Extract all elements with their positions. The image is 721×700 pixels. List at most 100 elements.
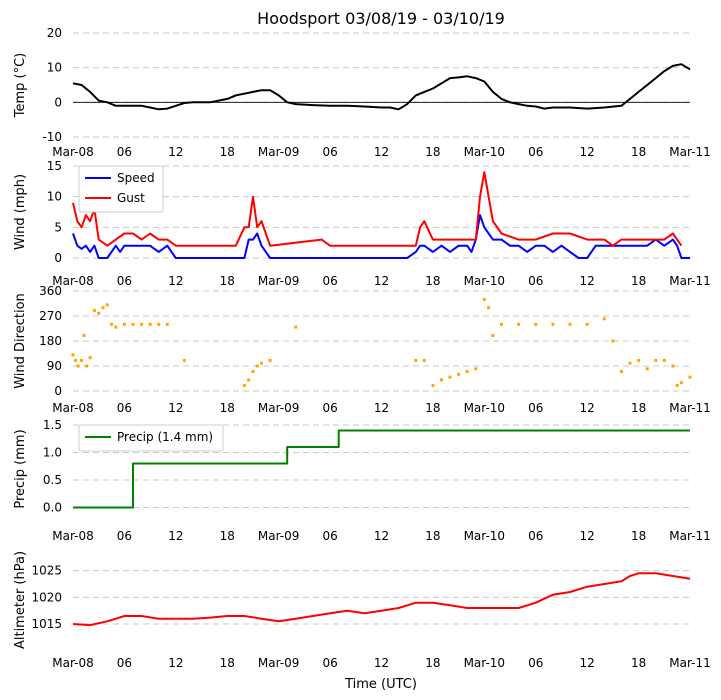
x-tick-label: Mar-10 [464, 656, 505, 670]
data-point-direction [662, 358, 666, 362]
x-tick-label: 12 [580, 656, 595, 670]
data-point-direction [82, 333, 86, 337]
data-point-direction [487, 306, 491, 310]
data-point-direction [114, 325, 118, 329]
x-tick-label: 12 [168, 529, 183, 543]
x-tick-label: 18 [425, 274, 440, 288]
y-tick-label: 1015 [31, 617, 62, 631]
data-point-direction [585, 322, 589, 326]
y-tick-label: 20 [47, 26, 62, 40]
x-tick-label: 06 [117, 656, 132, 670]
series-line-gust [72, 171, 683, 247]
data-point-direction [448, 375, 452, 379]
x-tick-label: Mar-08 [52, 145, 93, 159]
y-tick-label: 10 [47, 190, 62, 204]
x-tick-label: 06 [322, 656, 337, 670]
x-tick-label: Mar-09 [258, 401, 299, 415]
x-tick-label: 12 [374, 401, 389, 415]
x-tick-label: Mar-10 [464, 274, 505, 288]
legend-label: Precip (1.4 mm) [117, 430, 213, 444]
data-point-direction [85, 364, 89, 368]
panel-wind: 0 5 10 15 Wind (mph) Mar-08 06 12 18 Mar-09 06 12 18… [13, 159, 711, 288]
x-tick-label: 06 [528, 401, 543, 415]
y-tick-label: 1020 [31, 590, 62, 604]
x-tick-label: 06 [528, 529, 543, 543]
y-axis-label: Altimeter (hPa) [13, 551, 28, 649]
data-point-direction [679, 381, 683, 385]
data-point-direction [491, 333, 495, 337]
y-tick-label: 0 [54, 95, 62, 109]
data-point-direction [611, 339, 615, 343]
x-tick-label: Mar-11 [669, 274, 710, 288]
data-point-direction [97, 311, 101, 315]
x-tick-label: 18 [425, 401, 440, 415]
data-point-direction [76, 364, 80, 368]
data-point-direction [551, 322, 555, 326]
x-tick-label: 12 [374, 145, 389, 159]
x-tick-label: Mar-09 [258, 656, 299, 670]
x-tick-label: 18 [631, 401, 646, 415]
series-line-precip-1-4-mm [73, 429, 690, 509]
x-tick-label: 18 [631, 145, 646, 159]
x-tick-label: 06 [117, 529, 132, 543]
x-tick-label: 18 [220, 274, 235, 288]
y-tick-label: -10 [42, 130, 62, 144]
x-tick-label: 18 [631, 529, 646, 543]
y-tick-label: 15 [47, 159, 62, 173]
x-tick-label: Mar-08 [52, 274, 93, 288]
x-tick-label: Mar-11 [669, 401, 710, 415]
data-point-direction [482, 297, 486, 301]
data-point-direction [71, 353, 75, 357]
x-tick-label: 12 [168, 401, 183, 415]
data-point-direction [654, 358, 658, 362]
data-point-direction [671, 364, 675, 368]
y-tick-label: 360 [39, 284, 62, 298]
x-tick-label: Mar-08 [52, 529, 93, 543]
data-point-direction [414, 358, 418, 362]
data-point-direction [247, 378, 251, 382]
x-tick-label: 12 [580, 529, 595, 543]
series-line-speed [72, 214, 690, 259]
data-point-direction [80, 358, 84, 362]
data-point-direction [628, 361, 632, 365]
x-tick-label: 12 [168, 656, 183, 670]
x-tick-label: 18 [220, 145, 235, 159]
data-point-direction [465, 370, 469, 374]
data-point-direction [422, 358, 426, 362]
data-point-direction [602, 317, 606, 321]
data-point-direction [499, 322, 503, 326]
y-tick-label: 0 [54, 251, 62, 265]
y-axis-label: Temp (°C) [13, 53, 28, 119]
data-point-direction [251, 370, 255, 374]
data-point-direction [260, 361, 264, 365]
x-tick-label: 18 [425, 656, 440, 670]
x-tick-label: 12 [580, 401, 595, 415]
legend-label: Speed [117, 171, 155, 185]
series-line-altimeter [72, 572, 691, 627]
chart-title: Hoodsport 03/08/19 - 03/10/19 [257, 9, 505, 28]
x-tick-label: Mar-10 [464, 401, 505, 415]
data-point-direction [88, 356, 92, 360]
x-tick-label: Mar-10 [464, 529, 505, 543]
legend-box [78, 424, 224, 452]
data-point-direction [675, 383, 679, 387]
x-tick-label: 06 [528, 274, 543, 288]
x-tick-label: 12 [580, 145, 595, 159]
x-tick-label: Mar-08 [52, 656, 93, 670]
data-point-direction [439, 378, 443, 382]
y-tick-label: 180 [39, 334, 62, 348]
data-point-direction [131, 322, 135, 326]
x-tick-label: 12 [580, 274, 595, 288]
data-point-direction [255, 364, 259, 368]
data-point-direction [457, 372, 461, 376]
y-axis-label: Wind Direction [13, 293, 28, 389]
x-tick-label: Mar-11 [669, 529, 710, 543]
data-point-direction [431, 383, 435, 387]
series-line-temp [72, 63, 691, 111]
x-tick-label: 06 [528, 656, 543, 670]
data-point-direction [534, 322, 538, 326]
y-tick-label: 90 [47, 359, 62, 373]
data-point-direction [101, 306, 105, 310]
